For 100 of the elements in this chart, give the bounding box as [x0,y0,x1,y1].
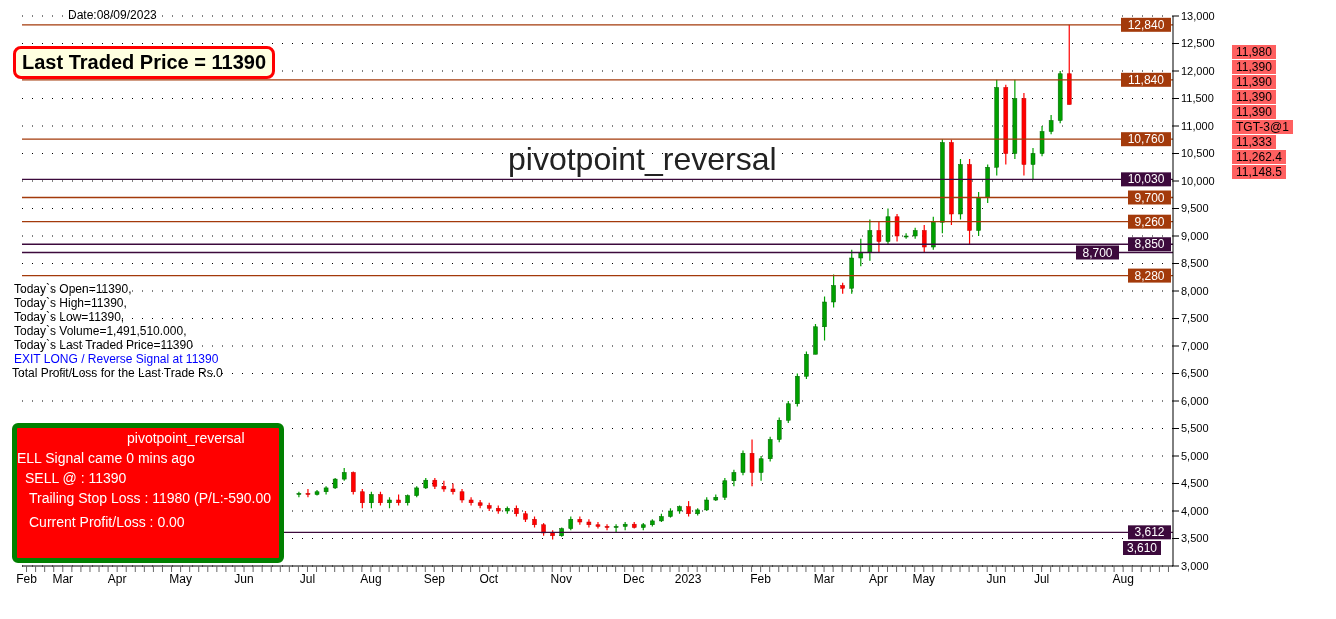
candlestick [604,523,610,531]
text: 11,390 [1232,59,1276,74]
y-tick-label: 4,000 [1181,504,1209,517]
ref-line-label: 10,760 [1127,132,1165,147]
annotation: Trailing Stop Loss : 11980 (P/L:-590.00 [29,489,273,508]
y-tick-label: 4,500 [1181,477,1209,490]
x-tick-label: Sep [423,571,446,586]
candlestick [921,224,927,254]
annotation: Last Traded Price = 11390 [13,46,276,79]
x-tick-label: Nov [550,571,572,586]
y-tick-label: 8,000 [1181,284,1209,297]
candlestick [613,523,619,534]
ref-line-label: 9,700 [1134,190,1165,205]
text: 11,148.5 [1232,164,1286,179]
candlestick [305,488,311,498]
y-tick-label: 5,500 [1181,422,1209,435]
x-tick-label: May [169,571,192,586]
x-tick-label: Jun [986,571,1006,586]
text: 11,390 [1232,74,1276,89]
candlestick [351,470,356,496]
candlestick [867,218,873,262]
y-tick-label: 13,000 [1181,9,1215,22]
candlestick [468,496,474,507]
candlestick [776,416,782,443]
annotation: SELL @ : 11390 [25,469,128,488]
y-tick-label: 7,000 [1181,339,1209,352]
chart-title: Date:08/09/2023 [68,8,157,22]
candlestick [360,488,365,509]
candlestick [876,221,882,254]
ref-line-label: 11,840 [1128,72,1165,87]
candlestick [786,400,791,424]
x-tick-label: Feb [16,571,38,586]
y-tick-label: 9,500 [1181,202,1209,215]
text: pivotpoint_reversal [508,141,777,178]
candlestick [450,482,456,496]
text: 11,390 [1232,104,1276,119]
y-tick-label: 11,500 [1181,92,1214,105]
candlestick [1030,147,1036,180]
candlestick [1048,114,1054,135]
x-tick-label: Feb [750,571,772,586]
y-tick-label: 12,000 [1181,64,1215,77]
x-tick-label: Jul [299,571,316,586]
y-tick-label: 8,500 [1181,257,1209,270]
annotation: EXIT LONG / Reverse Signal at 11390 [14,351,220,366]
ref-line-label: 8,700 [1082,245,1113,260]
y-tick-label: 10,000 [1181,174,1215,187]
text: 11,390 [1232,89,1276,104]
text: 11,262.4 [1232,149,1286,164]
candlestick [722,477,728,501]
x-tick-label: Aug [1112,571,1134,586]
candlestick [758,455,764,482]
candlestick [804,350,809,380]
x-tick-label: Jun [234,571,254,586]
annotation: Today`s High=11390, [14,295,127,310]
annotation: Today`s Low=11390, [14,309,125,324]
x-tick-label: Apr [869,571,888,586]
candlestick [767,436,773,463]
y-tick-label: 3,500 [1181,532,1209,545]
annotation: Today`s Volume=1,491,510.000, [14,323,188,338]
annotation: Today`s Last Traded Price=11390 [14,337,194,352]
candlestick [1039,125,1045,157]
x-tick-label: Oct [479,571,499,586]
y-tick-label: 5,000 [1181,449,1209,462]
candlestick [858,238,864,267]
x-tick-label: Dec [623,571,645,586]
ref-line-label: 8,280 [1134,268,1165,283]
candlestick [831,273,836,309]
x-tick-label: 2023 [674,571,702,586]
ref-line-label: 12,840 [1127,17,1165,32]
ref-line-label: 10,030 [1127,172,1165,187]
x-tick-label: Apr [107,571,127,586]
text: 11,333 [1232,134,1276,149]
y-tick-label: 7,500 [1181,312,1209,325]
y-tick-label: 6,500 [1181,367,1209,380]
annotation: Today`s Open=11390, [14,281,133,296]
y-tick-label: 10,500 [1181,147,1215,160]
x-tick-label: Mar [813,571,835,586]
text: 11,980 [1232,44,1276,59]
candlestick [894,213,900,243]
candlestick [740,449,746,476]
annotation: pivotpoint_reversal [127,429,246,448]
x-tick-label: May [912,571,936,586]
ref-line-label: 8,850 [1134,237,1165,252]
y-tick-label: 9,000 [1181,229,1209,242]
x-tick-label: Mar [52,571,74,586]
y-tick-label: 6,000 [1181,394,1209,407]
annotation: 3,610 [1123,541,1162,556]
annotation: ELL Signal came 0 mins ago [17,449,196,468]
y-tick-label: 3,000 [1181,559,1209,572]
candlestick [441,480,447,493]
ref-line-label: 9,260 [1134,214,1165,229]
candlestick [586,518,592,529]
candlestick [595,521,601,530]
candlestick [749,438,755,487]
y-tick-label: 11,000 [1181,119,1214,132]
ref-line-label: 3,612 [1134,525,1165,540]
annotation: Current Profit/Loss : 0.00 [29,513,186,532]
x-tick-label: Jul [1033,571,1050,586]
x-tick-label: Aug [360,571,382,586]
text: TGT-3@1 [1232,119,1293,134]
